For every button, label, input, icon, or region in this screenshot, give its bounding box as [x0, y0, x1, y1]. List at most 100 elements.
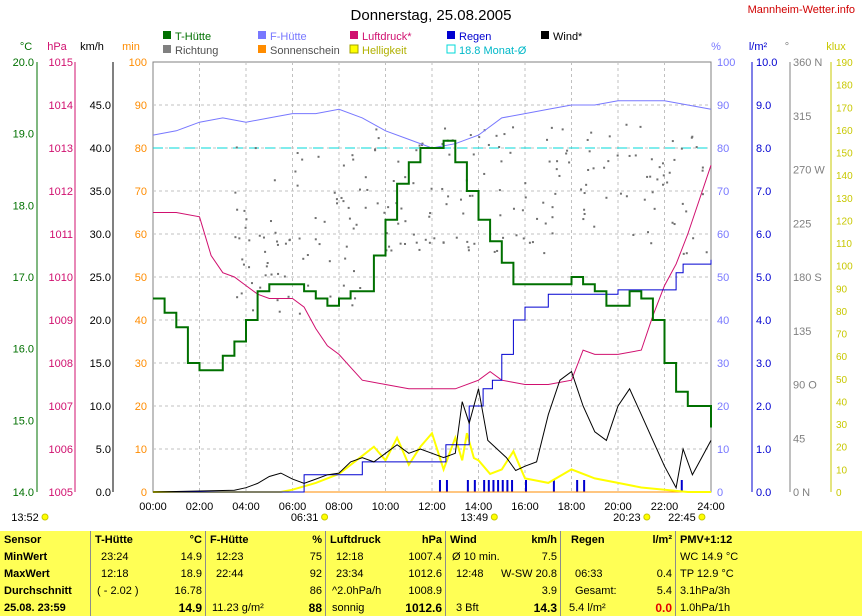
direction-point — [680, 147, 683, 150]
direction-point — [243, 209, 246, 212]
klux-tick: 150 — [836, 149, 853, 160]
direction-point — [444, 127, 447, 130]
x-tick: 24:00 — [697, 501, 725, 513]
weather-chart: Donnerstag, 25.08.2005 Mannheim-Wetter.in… — [11, 4, 855, 524]
direction-point — [656, 178, 659, 181]
legend-swatch-5 — [163, 45, 171, 53]
deg-tick: 315 — [793, 111, 811, 123]
deg-tick: 45 — [793, 433, 805, 445]
pmv-dewpoint: TP 12.9 °C — [680, 568, 734, 580]
rain-bar — [576, 480, 579, 492]
direction-point — [377, 137, 380, 140]
direction-point — [509, 151, 512, 154]
direction-point — [512, 207, 515, 210]
direction-point — [459, 198, 462, 201]
direction-point — [276, 240, 279, 243]
thuette-min-value: 14.9 — [180, 551, 202, 563]
direction-point — [266, 261, 269, 264]
kmh-tick: 0.0 — [96, 487, 111, 499]
lm2-tick: 1.0 — [756, 444, 771, 456]
fhuette-header: F-Hütte — [210, 534, 249, 546]
direction-point — [277, 272, 280, 275]
legend-label-2: Luftdruck* — [362, 31, 412, 43]
direction-point — [236, 208, 239, 211]
min-tick: 90 — [135, 100, 147, 112]
klux-tick: 100 — [836, 262, 853, 273]
time-mark-label: 06:31 — [291, 512, 319, 524]
direction-point — [385, 232, 388, 235]
luftdruck-header: Luftdruck — [330, 534, 381, 546]
direction-point — [270, 273, 273, 276]
wind-current-value: 14.3 — [533, 601, 557, 615]
x-tick: 20:00 — [604, 501, 632, 513]
klux-tick: 180 — [836, 81, 853, 92]
legend-swatch-3 — [447, 31, 455, 39]
rain-bar — [487, 480, 490, 492]
hpa-tick: 1008 — [49, 358, 73, 370]
axis-unit-5: l/m² — [749, 41, 768, 53]
direction-point — [269, 220, 272, 223]
direction-point — [404, 176, 407, 179]
direction-point — [544, 222, 547, 225]
fhuette-current-value: 88 — [308, 601, 322, 615]
luftdruck-min-time: 12:18 — [336, 551, 364, 563]
lm2-tick: 5.0 — [756, 272, 771, 284]
direction-point — [473, 242, 476, 245]
x-tick: 06:00 — [279, 501, 307, 513]
direction-point — [264, 274, 267, 277]
thuette-delta: ( - 2.02 ) — [97, 585, 139, 597]
klux-tick: 0 — [836, 488, 842, 499]
hpa-tick: 1010 — [49, 272, 73, 284]
legend-label-4: Wind* — [553, 31, 583, 43]
direction-point — [468, 194, 471, 197]
direction-point — [605, 196, 608, 199]
deg-tick: 360 N — [793, 57, 822, 69]
rain-bar — [497, 480, 500, 492]
pmv-pressure-3h: 3.1hPa/3h — [680, 585, 731, 597]
site-link: Mannheim-Wetter.info — [748, 4, 855, 16]
direction-point — [345, 245, 348, 248]
rain-bar — [445, 480, 448, 492]
direction-point — [421, 142, 424, 145]
direction-point — [387, 206, 390, 209]
direction-point — [333, 191, 336, 194]
fhuette-max-time: 22:44 — [216, 568, 244, 580]
luftdruck-column: Luftdruck hPa 12:18 1007.4 23:34 1012.6 ^2.… — [325, 531, 446, 616]
direction-point — [352, 270, 355, 273]
direction-point — [681, 202, 684, 205]
direction-point — [685, 210, 688, 213]
regen-sum: 5.4 l/m² — [569, 602, 606, 614]
thuette-max-value: 18.9 — [180, 568, 202, 580]
temp-tick: 14.0 — [13, 487, 34, 499]
direction-point — [588, 150, 591, 153]
legend-swatch-avg — [446, 44, 456, 54]
lm2-tick: 2.0 — [756, 401, 771, 413]
direction-point — [412, 233, 415, 236]
direction-point — [340, 196, 343, 199]
direction-point — [551, 206, 554, 209]
regen-max-value: 0.4 — [656, 568, 672, 580]
direction-point — [276, 243, 279, 246]
direction-point — [284, 242, 287, 245]
temp-tick: 16.0 — [13, 344, 34, 356]
luftdruck-current-value: 1012.6 — [405, 601, 442, 615]
direction-point — [607, 160, 610, 163]
pmv-column: PMV+1:12 WC 14.9 °C TP 12.9 °C 3.1hPa/3h… — [675, 531, 862, 616]
direction-point — [586, 138, 589, 141]
thuette-unit: °C — [189, 534, 202, 546]
fhuette-avg-value: 86 — [309, 585, 322, 597]
axis-unit-3: min — [122, 41, 140, 53]
time-mark-label: 22:45 — [668, 512, 696, 524]
axis-unit-2: km/h — [80, 41, 104, 53]
kmh-tick: 20.0 — [90, 315, 111, 327]
direction-point — [335, 198, 338, 201]
pct-tick: 90 — [717, 100, 729, 112]
direction-point — [448, 153, 451, 156]
direction-point — [388, 245, 391, 248]
thuette-max-time: 12:18 — [101, 568, 129, 580]
direction-point — [428, 241, 431, 244]
direction-point — [354, 297, 357, 300]
direction-point — [364, 206, 367, 209]
direction-point — [415, 149, 418, 152]
temp-tick: 19.0 — [13, 129, 34, 141]
